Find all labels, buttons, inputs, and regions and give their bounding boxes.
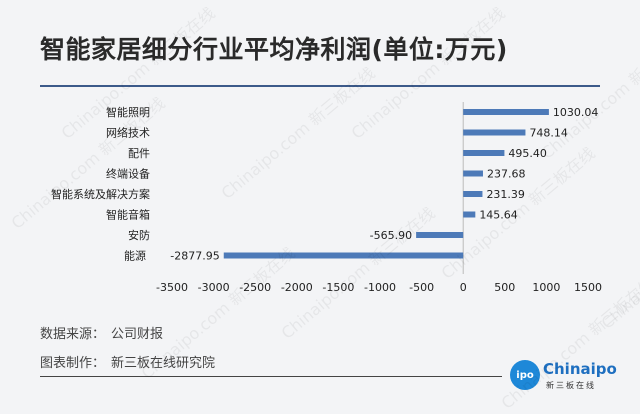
x-tick-label: -500 bbox=[409, 281, 434, 294]
x-tick-label: 0 bbox=[460, 281, 467, 294]
category-label: 智能系统及解决方案 bbox=[51, 187, 150, 201]
data-label: 145.64 bbox=[479, 209, 518, 222]
x-tick-label: -1500 bbox=[322, 281, 354, 294]
data-label: 1030.04 bbox=[553, 106, 599, 119]
logo-name: Chinaipo bbox=[543, 360, 617, 378]
data-label: 231.39 bbox=[486, 188, 525, 201]
x-tick-label: 1500 bbox=[574, 281, 602, 294]
x-tick-label: -3500 bbox=[156, 281, 188, 294]
chinaipo-logo: ipo Chinaipo 新三板在线 bbox=[510, 358, 617, 398]
x-tick-label: -2500 bbox=[239, 281, 271, 294]
category-label: 智能音箱 bbox=[106, 208, 150, 222]
bar bbox=[463, 211, 476, 218]
x-tick-label: -1000 bbox=[364, 281, 396, 294]
data-label: -2877.95 bbox=[170, 250, 219, 263]
data-label: 237.68 bbox=[487, 168, 526, 181]
bar bbox=[463, 150, 505, 156]
x-tick-label: 500 bbox=[494, 281, 515, 294]
bar bbox=[463, 129, 526, 136]
data-source-value: 公司财报 bbox=[111, 327, 164, 342]
logo-subtitle: 新三板在线 bbox=[546, 381, 596, 390]
category-label: 安防 bbox=[128, 228, 150, 242]
bar bbox=[223, 252, 464, 259]
category-label: 配件 bbox=[128, 147, 150, 160]
category-label: 网络技术 bbox=[106, 126, 150, 140]
x-tick-label: 1000 bbox=[532, 281, 560, 294]
bar-chart: 1030.04 智能照明 748.14 网络技术 495.40 配件 237.68 终端设备 2… bbox=[51, 102, 602, 294]
chart-title: 智能家居细分行业平均净利润(单位:万元) bbox=[40, 35, 508, 64]
chart-maker-label: 图表制作： bbox=[40, 356, 106, 371]
data-label: 748.14 bbox=[529, 127, 568, 140]
data-label: -565.90 bbox=[370, 229, 412, 242]
bar bbox=[416, 232, 464, 238]
logo-circle-icon: ipo bbox=[510, 360, 540, 390]
bar bbox=[463, 170, 483, 177]
category-label: 智能照明 bbox=[106, 105, 150, 119]
category-label: 能源 bbox=[124, 249, 146, 263]
bar bbox=[463, 109, 549, 115]
footer-rule bbox=[40, 376, 502, 377]
x-tick-label: -2000 bbox=[281, 281, 313, 294]
data-source-line: 数据来源： 公司财报 bbox=[40, 323, 163, 342]
data-source-label: 数据来源： bbox=[40, 327, 106, 342]
chart-maker-value: 新三板在线研究院 bbox=[111, 356, 216, 371]
bar bbox=[463, 191, 483, 197]
data-label: 495.40 bbox=[508, 147, 546, 160]
category-label: 终端设备 bbox=[106, 167, 150, 181]
x-tick-label: -3000 bbox=[198, 281, 230, 294]
chart-maker-line: 图表制作： 新三板在线研究院 bbox=[40, 352, 215, 371]
title-rule bbox=[40, 85, 600, 87]
